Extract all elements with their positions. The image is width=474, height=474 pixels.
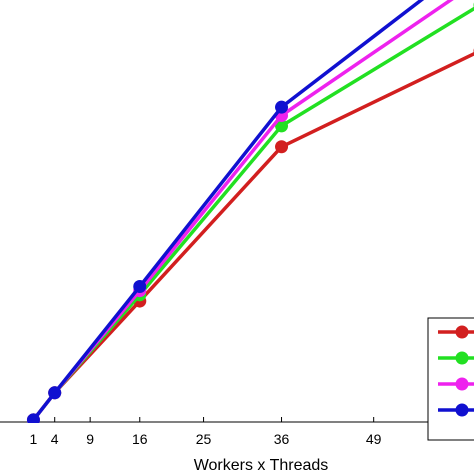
x-tick-label: 4 (51, 431, 59, 447)
x-tick-label: 1 (30, 431, 38, 447)
data-point (275, 119, 289, 133)
x-tick-label: 16 (132, 431, 148, 447)
series-4 (26, 0, 425, 423)
x-tick-label: 9 (86, 431, 94, 447)
legend-swatch-marker (455, 377, 469, 391)
legend (427, 317, 474, 441)
axes: 1 4 9 16 25 36 49 (0, 417, 474, 447)
legend-entry-1 (438, 325, 474, 339)
legend-box (427, 317, 474, 441)
legend-swatch-marker (455, 351, 469, 365)
data-point (133, 279, 147, 293)
series-1 (26, 48, 474, 423)
series-lines (26, 0, 474, 423)
series-2 (26, 2, 474, 423)
legend-entry-3 (438, 377, 474, 391)
data-point (275, 100, 289, 114)
series-line (32, 51, 474, 421)
x-axis-title: Workers x Threads (194, 457, 329, 474)
legend-entry-2 (438, 351, 474, 365)
legend-entry-4 (438, 403, 474, 417)
x-tick-label: 36 (274, 431, 290, 447)
series-line (32, 0, 454, 421)
data-point (26, 413, 40, 423)
data-point (275, 140, 289, 154)
x-tick-label: 49 (366, 431, 382, 447)
x-tick-label: 25 (196, 431, 212, 447)
series-line (32, 6, 474, 421)
series-3 (26, 0, 454, 423)
legend-swatch-marker (455, 403, 469, 417)
series-line (32, 0, 425, 421)
legend-swatch-marker (455, 325, 469, 339)
data-point (48, 386, 62, 400)
